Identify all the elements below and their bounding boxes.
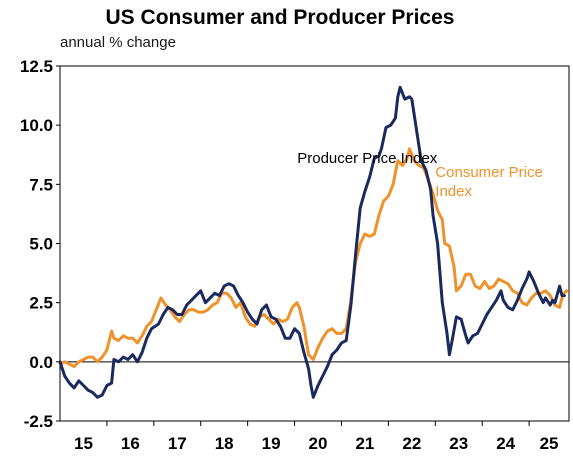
x-tick-label: 23: [449, 434, 468, 453]
y-tick-label: 2.5: [29, 294, 53, 313]
x-tick-label: 25: [540, 434, 559, 453]
y-tick-label: 0.0: [29, 353, 53, 372]
plot-area: 12.5 10.0 7.5 5.0 2.5 0.0 -2.5 15 16 17 18 19 20 21 22…: [20, 57, 570, 453]
y-tick-label: 5.0: [29, 235, 53, 254]
consumer-price-index-line: [58, 147, 569, 369]
x-tick-label: 19: [262, 434, 281, 453]
series-annotation: Producer Price Index: [297, 150, 438, 167]
plot-frame: [59, 65, 570, 422]
series-annotation: Consumer Price: [435, 164, 543, 181]
x-tick-label: 20: [309, 434, 328, 453]
y-tick-label: -2.5: [24, 412, 53, 431]
series-annotation: Index: [435, 183, 472, 200]
chart-title: US Consumer and Producer Prices: [106, 6, 455, 29]
x-tick-label: 18: [215, 434, 234, 453]
x-tick-label: 22: [402, 434, 421, 453]
x-tick-label: 16: [121, 434, 140, 453]
x-tick-label: 24: [496, 434, 515, 453]
y-tick-label: 12.5: [20, 57, 53, 76]
x-tick-label: 15: [74, 434, 93, 453]
x-tick-label: 17: [168, 434, 187, 453]
producer-price-index-line: [58, 85, 566, 399]
y-tick-label: 10.0: [20, 116, 53, 135]
chart-subtitle: annual % change: [60, 34, 176, 51]
y-tick-label: 7.5: [29, 175, 53, 194]
x-tick-label: 21: [355, 434, 374, 453]
